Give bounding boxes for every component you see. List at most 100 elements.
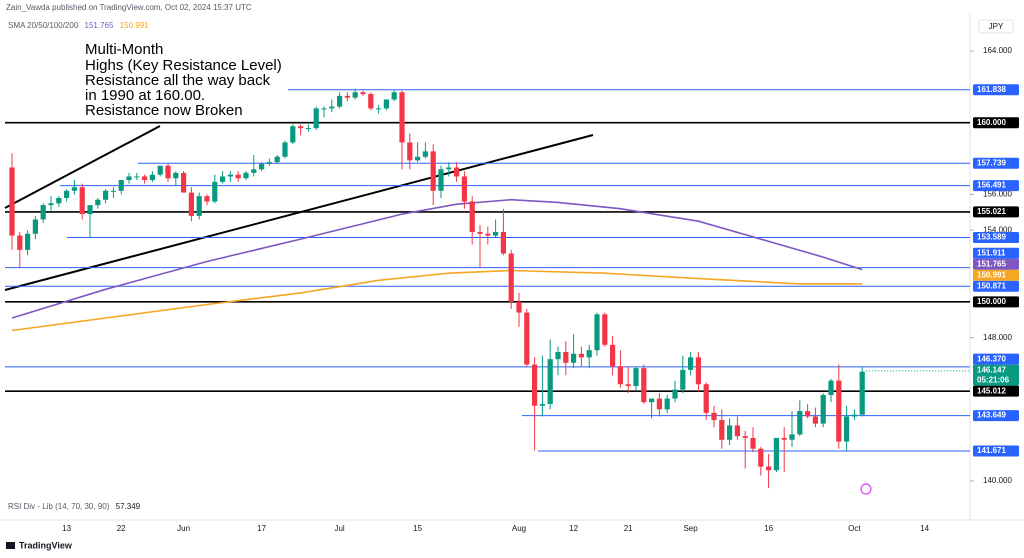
candle-body: [812, 416, 818, 424]
sma-value: 150.991: [120, 21, 149, 30]
candle-body: [48, 203, 54, 206]
candle-body: [578, 353, 584, 358]
currency-box[interactable]: [978, 19, 1014, 34]
candle-body: [680, 369, 686, 390]
brand-logo: [6, 542, 15, 549]
candle-body: [454, 167, 460, 177]
y-tick-label: 164.000: [983, 46, 1012, 55]
candle-body: [688, 357, 694, 370]
candle-body: [516, 301, 522, 313]
price-label-box: [973, 410, 1019, 422]
price-label: 141.671: [977, 446, 1006, 455]
alert-icon[interactable]: [860, 483, 872, 495]
candle-body: [142, 176, 148, 181]
price-label-box: [973, 364, 1019, 386]
indicator-name: SMA 20/50/100/200: [8, 21, 79, 30]
candle-body: [391, 92, 397, 100]
candle-body: [734, 425, 740, 437]
candle-body: [399, 92, 405, 143]
candle-body: [313, 108, 319, 129]
candle-body: [672, 389, 678, 399]
price-label: 153.589: [977, 233, 1006, 242]
price-label-box: [973, 296, 1019, 308]
brand-name: TradingView: [19, 540, 73, 550]
rsi-value: 57.349: [116, 502, 141, 511]
candle-body: [344, 95, 350, 98]
candle-body: [274, 156, 280, 163]
x-tick-label: Oct: [848, 524, 861, 533]
candle-body: [781, 437, 787, 440]
annotation: Multi-Month Highs (Key Resistance Level)…: [85, 41, 282, 119]
candle-body: [266, 162, 272, 164]
candle-body: [181, 172, 187, 193]
candle-body: [227, 174, 233, 177]
candle-body: [695, 357, 701, 385]
candle-body: [727, 425, 733, 440]
candle-body: [407, 142, 413, 161]
candle-body: [329, 106, 335, 109]
candle-body: [64, 190, 70, 198]
candle-body: [422, 151, 428, 157]
candle-body: [40, 205, 46, 220]
price-label-box: [973, 385, 1019, 397]
candle-body: [305, 128, 311, 130]
candle-body: [539, 403, 545, 406]
candle-body: [32, 219, 38, 234]
candle-body: [56, 197, 62, 204]
candle-body: [586, 350, 592, 358]
candle-body: [547, 359, 553, 404]
y-tick-label: 148.000: [983, 333, 1012, 342]
candle-body: [555, 351, 561, 360]
candle-body: [87, 205, 93, 215]
candle-body: [243, 172, 249, 179]
price-label-box: [973, 84, 1019, 96]
x-tick-label: Jun: [177, 524, 190, 533]
candle-body: [571, 353, 577, 363]
candle-body: [859, 371, 865, 415]
currency: JPY: [989, 22, 1004, 31]
x-tick-label: Aug: [512, 524, 526, 533]
annotation-line: Highs (Key Resistance Level): [85, 57, 282, 74]
candle-body: [524, 312, 530, 365]
x-tick-label: 22: [117, 524, 126, 533]
x-tick-label: 15: [413, 524, 422, 533]
candle-body: [625, 384, 631, 387]
candle-body: [461, 176, 467, 202]
candle-body: [594, 314, 600, 351]
annotation-line: Multi-Month: [85, 41, 163, 58]
candle-body: [95, 199, 101, 206]
candle-body: [773, 437, 779, 471]
candle-body: [750, 437, 756, 449]
candle-body: [337, 95, 343, 107]
sma-value: 151.765: [85, 21, 114, 30]
candle-body: [500, 231, 506, 254]
rsi-name: RSI Div - Lib (14, 70, 30, 90): [8, 502, 110, 511]
x-tick-label: Sep: [683, 524, 698, 533]
candle-body: [298, 126, 304, 129]
candle-body: [235, 174, 241, 179]
candle-body: [282, 142, 288, 157]
candle-body: [438, 169, 444, 191]
candle-body: [649, 398, 655, 403]
price-label: 143.649: [977, 411, 1006, 420]
candle-body: [415, 156, 421, 161]
candle-body: [110, 190, 116, 192]
candle-body: [103, 190, 109, 200]
price-label: 161.838: [977, 85, 1006, 94]
price-label-box: [973, 353, 1019, 365]
price-label-box: [973, 180, 1019, 192]
candle-body: [742, 436, 748, 438]
candle-body: [664, 398, 670, 410]
candle-body: [321, 108, 327, 110]
price-label-box: [973, 280, 1019, 292]
y-tick-label: 154.000: [983, 225, 1012, 234]
price-label: 157.739: [977, 158, 1006, 167]
candle-body: [820, 394, 826, 424]
price-label: 146.370: [977, 354, 1006, 363]
moving-average: [11, 198, 863, 319]
candle-body: [477, 231, 483, 234]
candle-body: [383, 99, 389, 109]
x-tick-label: Jul: [334, 524, 344, 533]
candle-body: [173, 172, 179, 179]
candle-body: [758, 448, 764, 467]
